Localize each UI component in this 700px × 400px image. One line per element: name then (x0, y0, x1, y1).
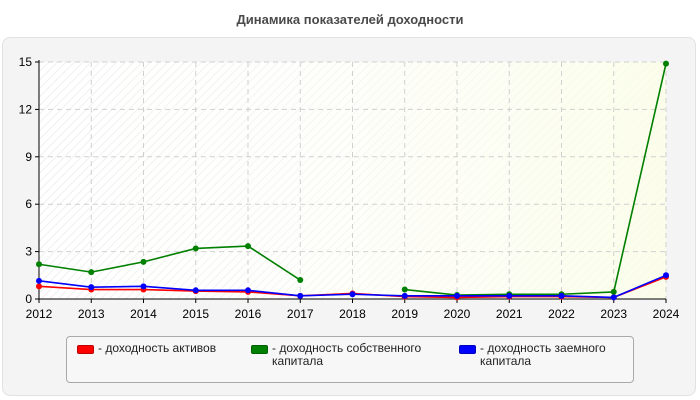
data-point (454, 292, 460, 299)
data-point (558, 292, 565, 299)
y-tick-label: 15 (19, 55, 33, 69)
x-tick-label: 2022 (548, 307, 575, 321)
data-point (506, 292, 513, 299)
data-point (88, 284, 95, 291)
x-tick-label: 2017 (287, 307, 314, 321)
x-tick-label: 2019 (391, 307, 418, 321)
data-point (610, 288, 617, 295)
x-tick-label: 2016 (235, 307, 262, 321)
data-point (245, 287, 251, 294)
data-point (192, 287, 199, 294)
series-1 (36, 60, 669, 299)
legend-swatch-equity (251, 345, 268, 354)
chart-title: Динамика показателей доходности (236, 12, 464, 27)
data-point (401, 286, 408, 293)
legend: - доходность активов - доходность собств… (66, 336, 634, 383)
series-line (404, 63, 667, 296)
data-point (88, 269, 95, 276)
y-tick-label: 6 (25, 197, 32, 211)
data-point (297, 292, 304, 299)
y-tick-label: 3 (25, 245, 32, 259)
data-point (192, 245, 199, 252)
y-tick-label: 12 (19, 102, 33, 116)
legend-label-debt: - доходность заемного капитала (480, 341, 606, 368)
x-tick-label: 2020 (444, 307, 471, 321)
data-point (140, 258, 147, 265)
x-tick-label: 2018 (339, 307, 366, 321)
series-2 (36, 272, 669, 301)
series-line (38, 245, 301, 281)
x-tick-label: 2012 (26, 307, 53, 321)
legend-label-assets: - доходность активов (98, 341, 217, 355)
data-point (297, 277, 304, 284)
x-tick-label: 2015 (182, 307, 209, 321)
y-tick-label: 9 (25, 150, 32, 164)
x-tick-label: 2021 (496, 307, 523, 321)
data-point (245, 243, 251, 250)
data-point (36, 277, 42, 284)
data-point (36, 261, 42, 268)
data-point (349, 291, 356, 298)
data-point (140, 283, 147, 290)
legend-swatch-assets (77, 345, 94, 354)
data-point (36, 283, 42, 290)
legend-swatch-debt (459, 345, 476, 354)
data-point (663, 272, 669, 279)
y-tick-label: 0 (25, 292, 32, 306)
x-tick-label: 2024 (653, 307, 680, 321)
x-tick-label: 2013 (78, 307, 105, 321)
x-tick-label: 2023 (600, 307, 627, 321)
x-tick-label: 2014 (130, 307, 157, 321)
data-point (610, 294, 617, 301)
data-point (663, 60, 669, 67)
legend-label-equity: - доходность собственного капитала (272, 341, 422, 368)
data-point (401, 292, 408, 299)
